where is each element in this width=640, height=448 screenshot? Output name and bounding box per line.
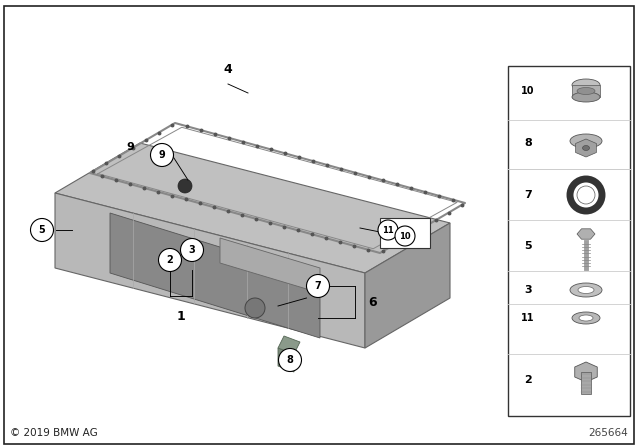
Circle shape [31,219,54,241]
Text: 6: 6 [368,296,376,309]
Text: 7: 7 [524,190,532,200]
Polygon shape [278,336,300,354]
Ellipse shape [577,87,595,95]
Ellipse shape [572,79,600,91]
Circle shape [307,275,330,297]
Text: © 2019 BMW AG: © 2019 BMW AG [10,428,98,438]
Text: 9: 9 [159,150,165,160]
Polygon shape [575,362,597,382]
Text: 4: 4 [223,63,232,76]
Circle shape [150,143,173,167]
Text: 2: 2 [166,255,173,265]
Text: 11: 11 [521,313,535,323]
Text: 10: 10 [521,86,535,96]
Polygon shape [278,348,294,372]
Text: 9: 9 [126,142,134,152]
Polygon shape [55,193,365,348]
Text: 8: 8 [287,355,293,365]
Text: 3: 3 [524,285,532,295]
Ellipse shape [579,315,593,321]
Circle shape [245,298,265,318]
Circle shape [278,349,301,371]
Polygon shape [220,238,320,293]
Text: 265664: 265664 [588,428,628,438]
Ellipse shape [570,283,602,297]
Text: 5: 5 [524,241,532,251]
Polygon shape [365,223,450,348]
Ellipse shape [582,146,589,151]
Text: 3: 3 [189,245,195,255]
Text: 1: 1 [177,310,186,323]
Text: 7: 7 [315,281,321,291]
Text: 2: 2 [524,375,532,385]
Polygon shape [572,85,600,97]
Bar [508,66,630,416]
Circle shape [570,179,602,211]
Polygon shape [110,213,320,338]
Text: 8: 8 [524,138,532,148]
Ellipse shape [572,312,600,324]
Ellipse shape [578,287,594,293]
Ellipse shape [570,134,602,148]
Circle shape [178,179,192,193]
Text: 11: 11 [382,225,394,234]
Circle shape [159,249,182,271]
Text: 5: 5 [38,225,45,235]
Polygon shape [55,143,450,273]
Polygon shape [575,139,596,157]
Ellipse shape [572,92,600,102]
Circle shape [395,226,415,246]
Circle shape [378,220,398,240]
Text: 10: 10 [399,232,411,241]
Bar [380,218,430,248]
Polygon shape [581,372,591,394]
Circle shape [180,238,204,262]
Polygon shape [577,229,595,239]
Circle shape [577,186,595,204]
